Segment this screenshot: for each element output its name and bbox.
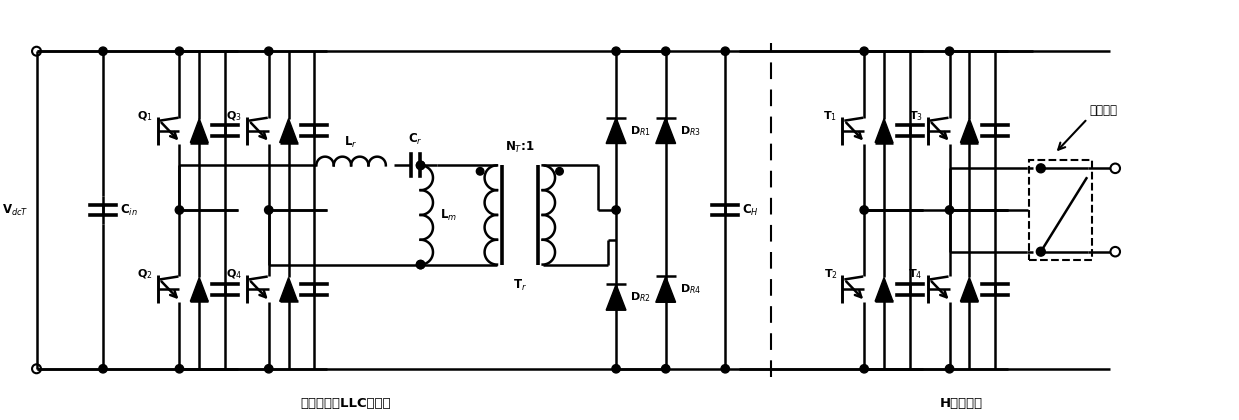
Circle shape — [175, 206, 183, 214]
Text: Q$_2$: Q$_2$ — [138, 268, 152, 281]
Circle shape — [265, 206, 273, 214]
Circle shape — [556, 168, 564, 175]
Polygon shape — [191, 119, 208, 142]
Polygon shape — [606, 284, 626, 310]
Text: L$_m$: L$_m$ — [440, 207, 457, 223]
Polygon shape — [280, 119, 297, 142]
Circle shape — [612, 47, 621, 55]
Text: L$_r$: L$_r$ — [344, 135, 358, 150]
Text: Q$_3$: Q$_3$ — [227, 109, 242, 123]
Circle shape — [265, 47, 273, 55]
Circle shape — [175, 47, 183, 55]
Circle shape — [99, 365, 108, 373]
Text: T$_2$: T$_2$ — [824, 268, 838, 281]
Circle shape — [721, 365, 730, 373]
Circle shape — [860, 206, 869, 214]
Polygon shape — [280, 278, 297, 301]
Circle shape — [99, 47, 108, 55]
Circle shape — [662, 47, 670, 55]
Text: Q$_1$: Q$_1$ — [136, 109, 152, 123]
Circle shape — [860, 47, 869, 55]
Text: C$_r$: C$_r$ — [409, 132, 422, 147]
Circle shape — [1036, 164, 1046, 173]
Circle shape — [1036, 247, 1046, 256]
Circle shape — [416, 260, 425, 269]
Circle shape — [416, 161, 425, 170]
Polygon shape — [655, 118, 675, 144]
Bar — [1028, 160, 1093, 260]
Text: V$_{dcT}$: V$_{dcT}$ — [2, 202, 28, 218]
Polygon shape — [875, 119, 893, 142]
Circle shape — [612, 365, 621, 373]
Text: D$_{R1}$: D$_{R1}$ — [629, 124, 650, 137]
Circle shape — [265, 365, 273, 373]
Polygon shape — [606, 118, 626, 144]
Text: 两电平全桥LLC变换器: 两电平全桥LLC变换器 — [301, 397, 392, 410]
Polygon shape — [960, 119, 979, 142]
Circle shape — [175, 365, 183, 373]
Text: C$_{in}$: C$_{in}$ — [120, 202, 138, 218]
Circle shape — [612, 206, 621, 214]
Text: T$_4$: T$_4$ — [908, 268, 923, 281]
Text: N$_T$:1: N$_T$:1 — [506, 140, 534, 155]
Polygon shape — [960, 278, 979, 301]
Text: C$_H$: C$_H$ — [742, 202, 758, 218]
Text: D$_{R3}$: D$_{R3}$ — [679, 124, 700, 137]
Circle shape — [945, 47, 954, 55]
Text: T$_3$: T$_3$ — [908, 109, 923, 123]
Text: H桥变换器: H桥变换器 — [940, 397, 983, 410]
Circle shape — [721, 47, 730, 55]
Text: D$_{R4}$: D$_{R4}$ — [679, 283, 701, 296]
Text: T$_r$: T$_r$ — [513, 278, 527, 293]
Circle shape — [945, 206, 954, 214]
Polygon shape — [655, 276, 675, 302]
Text: 旁路开关: 旁路开关 — [1089, 104, 1118, 117]
Circle shape — [662, 365, 670, 373]
Circle shape — [416, 260, 425, 269]
Circle shape — [476, 168, 484, 175]
Polygon shape — [191, 278, 208, 301]
Circle shape — [860, 365, 869, 373]
Polygon shape — [875, 278, 893, 301]
Text: Q$_4$: Q$_4$ — [225, 268, 242, 281]
Text: T$_1$: T$_1$ — [824, 109, 838, 123]
Circle shape — [416, 161, 425, 170]
Circle shape — [945, 365, 954, 373]
Text: D$_{R2}$: D$_{R2}$ — [629, 291, 650, 304]
